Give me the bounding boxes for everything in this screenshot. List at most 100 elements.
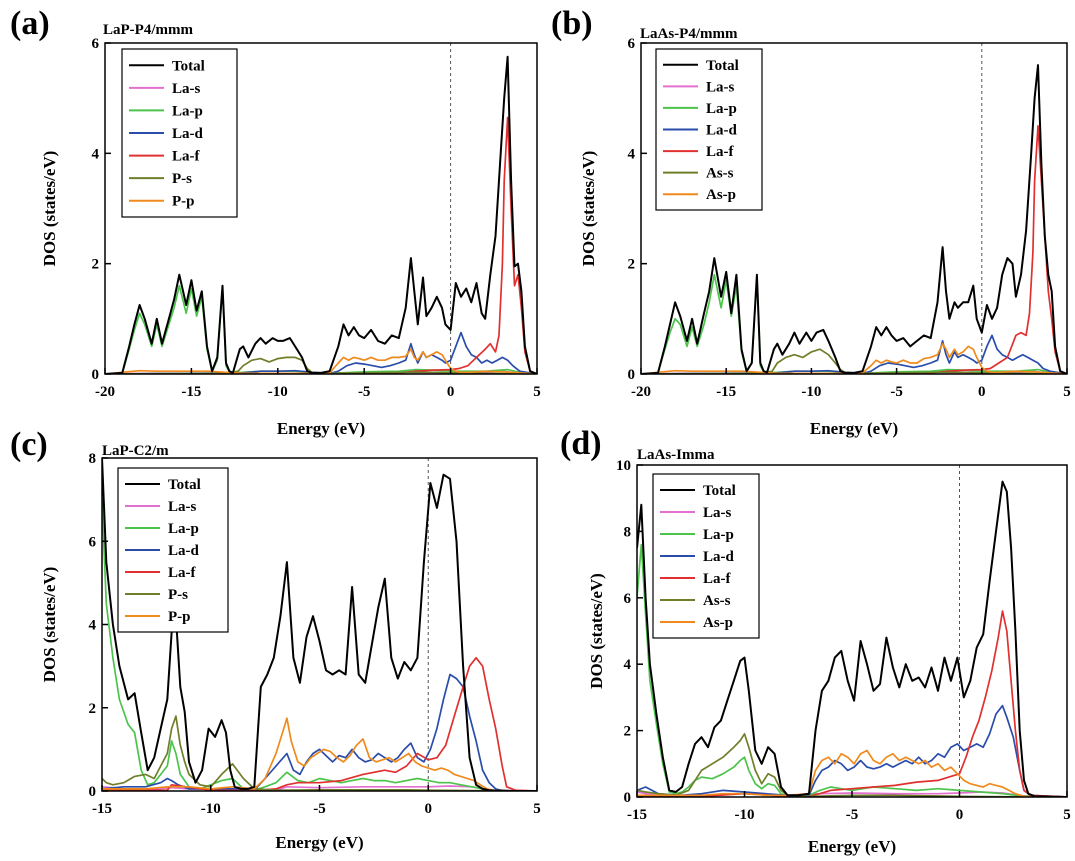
x-tick-label: -10 (201, 801, 221, 817)
legend-label: La-d (172, 126, 204, 142)
series-line-p-p (105, 348, 537, 374)
legend-label: P-s (168, 587, 188, 603)
x-tick-label: -5 (846, 807, 859, 823)
x-tick-label: 0 (978, 384, 986, 400)
panel-letter: (b) (551, 5, 593, 42)
x-axis-title: Energy (eV) (275, 833, 363, 852)
legend-label: La-d (706, 123, 738, 139)
x-tick-label: 5 (1063, 807, 1071, 823)
series-line-la-d (641, 334, 1067, 374)
y-tick-label: 0 (624, 790, 632, 806)
panel-letter: (d) (560, 425, 602, 462)
series-line-as-s (637, 733, 1067, 797)
x-tick-label: -10 (735, 807, 755, 823)
legend-label: As-s (706, 166, 734, 182)
legend-label: La-f (703, 571, 732, 587)
y-tick-label: 4 (624, 657, 632, 673)
y-tick-label: 8 (89, 451, 97, 467)
y-tick-label: 6 (628, 36, 636, 52)
legend-label: La-p (168, 521, 199, 537)
legend-label: La-s (703, 505, 732, 521)
y-axis-title: DOS (states/eV) (40, 567, 59, 683)
x-axis-title: Energy (eV) (277, 419, 365, 438)
series-line-la-p (637, 543, 1067, 797)
x-tick-label: -20 (95, 384, 115, 400)
chart-panel: (b) LaAs-P4/mmm -20 -15 -10 -5 0 5 0 2 4 6 Energy (e… (551, 5, 1071, 438)
y-tick-label: 4 (92, 146, 100, 162)
x-tick-label: -15 (92, 801, 112, 817)
legend-label: As-p (703, 615, 733, 631)
y-tick-label: 4 (628, 146, 636, 162)
chart-panel: (d) LaAs-Imma -15 -10 -5 0 5 0 2 4 6 8 10 Energy (eV)… (560, 425, 1071, 856)
series-line-p-s (102, 715, 537, 791)
legend-label: La-p (703, 527, 734, 543)
y-tick-label: 2 (628, 257, 636, 273)
legend: Total La-s La-p La-d La-f P-s P-p (117, 467, 229, 633)
panel-title: LaAs-P4/mmm (640, 26, 738, 42)
series-line-la-f (105, 116, 537, 374)
x-tick-label: 0 (447, 384, 455, 400)
legend-label: La-d (168, 543, 200, 559)
legend: Total La-s La-p La-d La-f P-s P-p (121, 48, 238, 218)
y-tick-label: 0 (628, 367, 636, 383)
y-tick-label: 6 (89, 534, 97, 550)
legend-label: P-s (172, 171, 192, 187)
x-tick-label: -15 (627, 807, 647, 823)
plot-frame (104, 42, 538, 375)
y-tick-label: 2 (92, 257, 100, 273)
legend-label: La-d (703, 549, 735, 565)
x-tick-label: 0 (956, 807, 964, 823)
series-line-la-p (641, 273, 1067, 374)
y-axis-title: DOS (states/eV) (579, 151, 598, 267)
x-tick-label: 5 (533, 801, 541, 817)
x-tick-label: -10 (801, 384, 821, 400)
chart-panel: (c) LaP-C2/m -15 -10 -5 0 5 0 2 4 6 8 Energy (eV) DOS… (10, 426, 541, 852)
chart-panel: (a) LaP-P4/mmm -20 -15 -10 -5 0 5 0 2 4 6 Energy (eV… (10, 5, 541, 438)
panel-title: LaP-C2/m (102, 443, 169, 459)
y-tick-label: 0 (92, 367, 100, 383)
legend-label: Total (703, 483, 736, 499)
series-line-p-s (105, 356, 537, 374)
legend-label: La-f (168, 565, 197, 581)
series-line-as-p (641, 342, 1067, 374)
legend-label: La-f (706, 144, 735, 160)
panel-title: LaP-P4/mmm (103, 22, 193, 38)
x-axis-title: Energy (eV) (808, 837, 896, 856)
legend-label: Total (168, 477, 201, 493)
series-line-la-d (105, 331, 537, 374)
legend-label: As-s (703, 593, 731, 609)
y-tick-label: 2 (624, 724, 632, 740)
legend-label: La-p (172, 103, 203, 119)
series-line-as-s (641, 348, 1067, 374)
legend-label: La-p (706, 101, 737, 117)
legend-label: Total (706, 58, 739, 74)
panel-letter: (c) (10, 426, 48, 463)
plot-frame (640, 42, 1068, 375)
panel-title: LaAs-Imma (637, 447, 715, 463)
series-line-p-p (102, 717, 537, 791)
legend-label: La-s (706, 79, 735, 95)
legend-label: La-s (172, 81, 201, 97)
y-tick-label: 4 (89, 618, 97, 634)
x-tick-label: 0 (425, 801, 433, 817)
series-line-la-f (641, 124, 1067, 374)
legend-label: As-p (706, 187, 736, 203)
x-tick-label: -20 (631, 384, 651, 400)
series-line-total (637, 480, 1067, 797)
series-line-la-p (102, 499, 537, 791)
y-axis-title: DOS (states/eV) (587, 573, 606, 689)
x-tick-label: 5 (533, 384, 541, 400)
legend-label: Total (172, 58, 205, 74)
y-tick-label: 8 (624, 524, 632, 540)
x-tick-label: 5 (1063, 384, 1071, 400)
x-tick-label: -15 (181, 384, 201, 400)
x-tick-label: -15 (716, 384, 736, 400)
x-tick-label: -5 (358, 384, 371, 400)
x-tick-label: -10 (268, 384, 288, 400)
y-tick-label: 6 (624, 591, 632, 607)
x-tick-label: -5 (890, 384, 903, 400)
y-tick-label: 0 (89, 784, 97, 800)
y-tick-label: 6 (92, 36, 100, 52)
series-line-total (641, 64, 1067, 374)
